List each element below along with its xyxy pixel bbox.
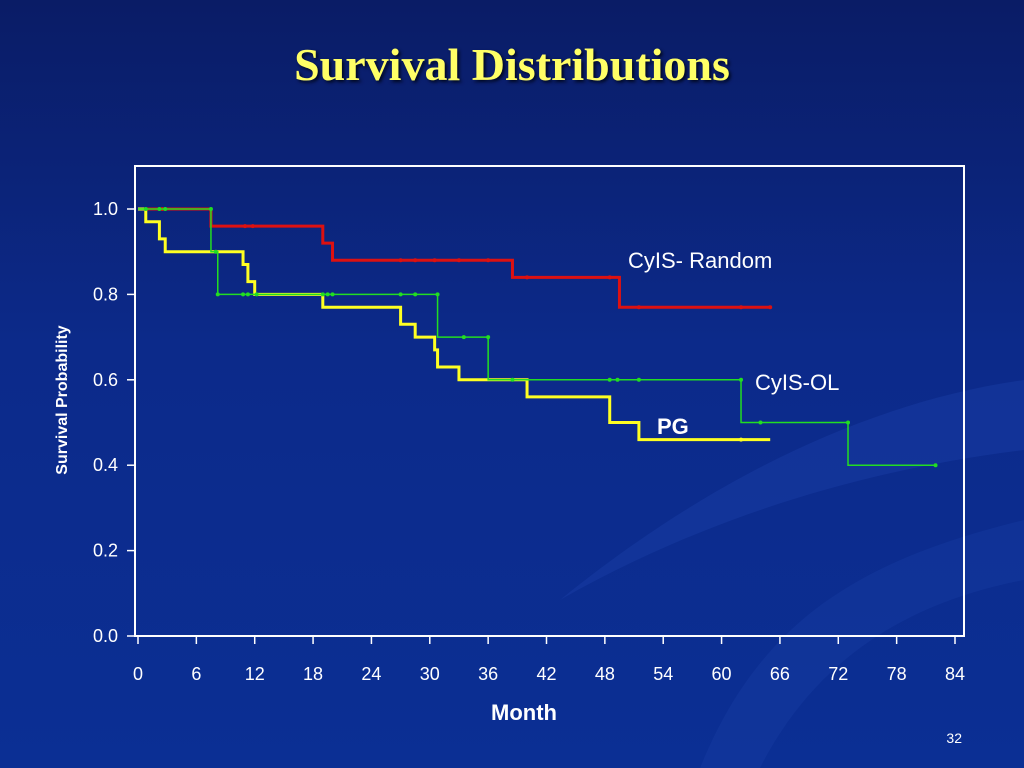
- censor-mark-cyis-ol: [215, 292, 220, 297]
- censor-mark-cyis-ol: [325, 292, 330, 297]
- x-tick-label: 72: [828, 664, 848, 684]
- censor-mark-pg: [739, 437, 744, 442]
- censor-mark-cyis-ol: [413, 292, 418, 297]
- censor-mark-cyis-ol: [254, 292, 259, 297]
- y-tick-label: 0.6: [93, 370, 118, 390]
- x-tick-label: 30: [420, 664, 440, 684]
- series-layer: [138, 207, 938, 468]
- x-tick-label: 0: [133, 664, 143, 684]
- censor-mark-cyis-random: [739, 305, 744, 310]
- x-tick-label: 60: [712, 664, 732, 684]
- x-tick-label: 24: [361, 664, 381, 684]
- censor-mark-cyis-ol: [241, 292, 246, 297]
- x-tick-label: 78: [887, 664, 907, 684]
- censor-mark-cyis-ol: [213, 249, 218, 254]
- censor-mark-cyis-ol: [510, 377, 515, 382]
- series-cyis-ol: [138, 207, 938, 468]
- censor-mark-cyis-random: [486, 258, 491, 263]
- censor-mark-cyis-ol: [157, 207, 162, 211]
- censor-mark-cyis-random: [768, 305, 773, 310]
- censor-mark-cyis-ol: [846, 420, 851, 425]
- censor-mark-cyis-random: [242, 224, 247, 229]
- y-tick-label: 0.2: [93, 541, 118, 561]
- censor-mark-cyis-ol: [435, 292, 440, 297]
- censor-mark-cyis-ol: [143, 207, 148, 211]
- censor-mark-cyis-ol: [607, 377, 612, 382]
- slide-number: 32: [946, 730, 962, 746]
- censor-mark-cyis-ol: [398, 292, 403, 297]
- censor-mark-cyis-random: [607, 275, 612, 280]
- censor-mark-cyis-ol: [320, 292, 325, 297]
- censor-mark-cyis-ol: [245, 292, 250, 297]
- x-tick-label: 84: [945, 664, 965, 684]
- censor-mark-cyis-random: [525, 275, 530, 280]
- censor-mark-cyis-random: [250, 224, 255, 229]
- x-tick-label: 42: [536, 664, 556, 684]
- y-axis-title: Survival Probability: [54, 325, 71, 474]
- censor-mark-cyis-random: [456, 258, 461, 263]
- censor-mark-cyis-ol: [461, 335, 466, 340]
- censor-mark-cyis-random: [413, 258, 418, 263]
- x-tick-label: 18: [303, 664, 323, 684]
- label-pg: PG: [657, 414, 689, 439]
- censor-mark-cyis-ol: [636, 377, 641, 382]
- x-tick-label: 48: [595, 664, 615, 684]
- censor-mark-cyis-random: [398, 258, 403, 263]
- x-tick-label: 12: [245, 664, 265, 684]
- slide-title: Survival Distributions: [294, 39, 730, 90]
- series-line-pg: [138, 207, 771, 442]
- x-tick-label: 36: [478, 664, 498, 684]
- y-tick-label: 0.8: [93, 284, 118, 304]
- label-cyis-ol: CyIS-OL: [755, 370, 839, 395]
- plot-area-border: [134, 165, 965, 637]
- label-cyis-random: CyIS- Random: [628, 248, 772, 273]
- x-tick-label: 6: [191, 664, 201, 684]
- series-line-cyis-ol: [138, 208, 936, 466]
- censor-mark-cyis-ol: [758, 420, 763, 425]
- censor-mark-cyis-ol: [330, 292, 335, 297]
- x-axis-title: Month: [491, 700, 557, 725]
- censor-mark-cyis-ol: [933, 463, 938, 468]
- axes: 0 6 12 18 24 30 36 42 48 54 60 66 72 78 84 0.0 0.2 0.4 0.6…: [93, 199, 965, 684]
- censor-mark-cyis-random: [432, 258, 437, 263]
- y-tick-label: 0.0: [93, 626, 118, 646]
- y-tick-label: 0.4: [93, 455, 118, 475]
- censor-mark-cyis-ol: [739, 377, 744, 382]
- censor-mark-cyis-ol: [208, 207, 213, 211]
- x-tick-label: 66: [770, 664, 790, 684]
- censor-mark-cyis-ol: [486, 335, 491, 340]
- series-pg: [138, 207, 771, 442]
- censor-mark-cyis-ol: [615, 377, 620, 382]
- censor-mark-cyis-ol: [163, 207, 168, 211]
- y-tick-label: 1.0: [93, 199, 118, 219]
- x-tick-label: 54: [653, 664, 673, 684]
- censor-mark-cyis-random: [636, 305, 641, 310]
